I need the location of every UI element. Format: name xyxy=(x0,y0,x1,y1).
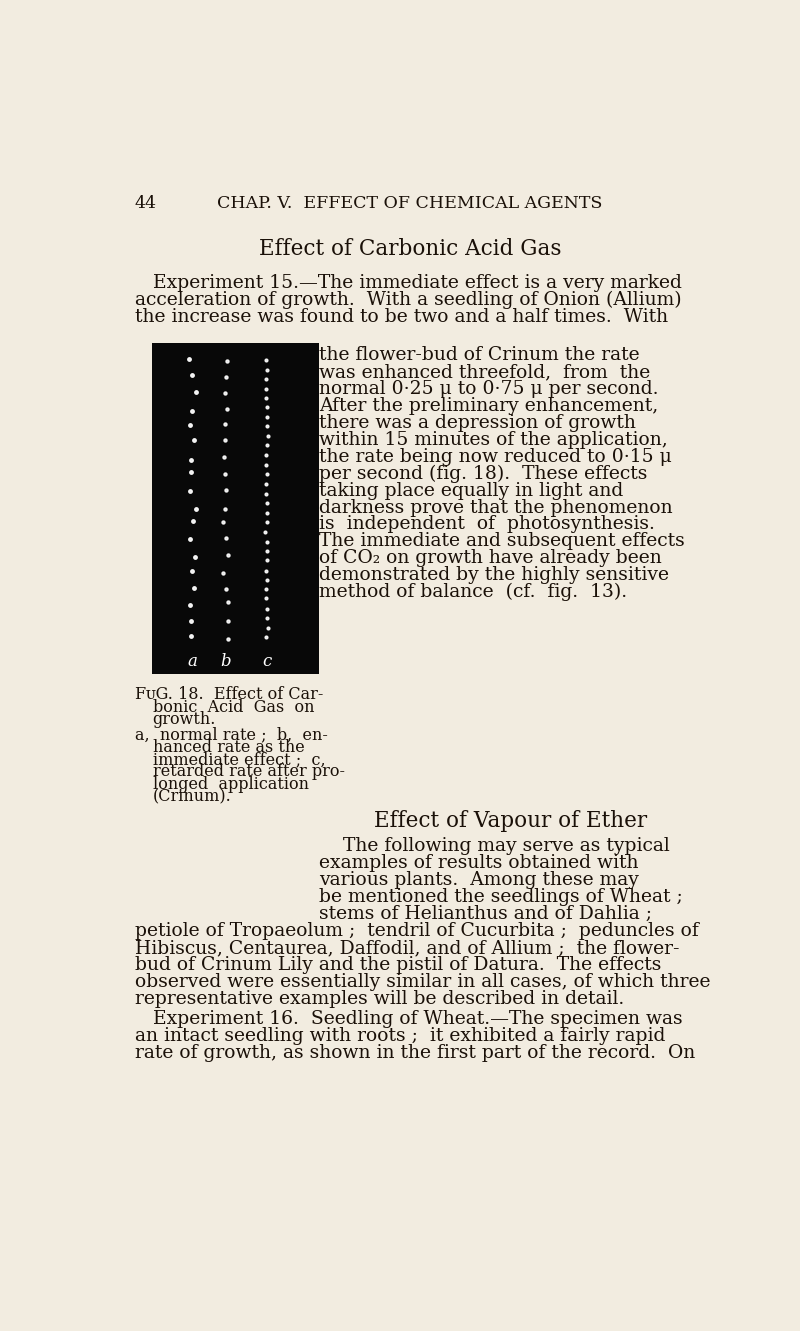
Text: darkness prove that the phenomenon: darkness prove that the phenomenon xyxy=(319,499,673,516)
Text: the flower-bud of Crinum the rate: the flower-bud of Crinum the rate xyxy=(319,346,640,365)
Text: longed  application: longed application xyxy=(153,776,309,793)
Text: The following may serve as typical: The following may serve as typical xyxy=(319,837,670,856)
Text: examples of results obtained with: examples of results obtained with xyxy=(319,855,639,872)
Text: was enhanced threefold,  from  the: was enhanced threefold, from the xyxy=(319,363,650,381)
Text: rate of growth, as shown in the first part of the record.  On: rate of growth, as shown in the first pa… xyxy=(135,1044,695,1062)
Text: method of balance  (cf.  fig.  13).: method of balance (cf. fig. 13). xyxy=(319,583,627,602)
Text: acceleration of growth.  With a seedling of Onion (Allium): acceleration of growth. With a seedling … xyxy=(135,290,682,309)
Text: bud of Crinum Lily and the pistil of Datura.  The effects: bud of Crinum Lily and the pistil of Dat… xyxy=(135,956,662,974)
Text: within 15 minutes of the application,: within 15 minutes of the application, xyxy=(319,431,668,449)
Text: an intact seedling with roots ;  it exhibited a fairly rapid: an intact seedling with roots ; it exhib… xyxy=(135,1026,666,1045)
Bar xyxy=(152,343,318,673)
Text: retarded rate after pro-: retarded rate after pro- xyxy=(153,764,345,780)
Text: is  independent  of  photosynthesis.: is independent of photosynthesis. xyxy=(319,515,655,534)
Text: per second (fig. 18).  These effects: per second (fig. 18). These effects xyxy=(319,465,648,483)
Text: demonstrated by the highly sensitive: demonstrated by the highly sensitive xyxy=(319,566,670,584)
Text: there was a depression of growth: there was a depression of growth xyxy=(319,414,636,431)
Text: Effect of Vapour of Ether: Effect of Vapour of Ether xyxy=(374,809,647,832)
Text: CHAP. V.  EFFECT OF CHEMICAL AGENTS: CHAP. V. EFFECT OF CHEMICAL AGENTS xyxy=(218,196,602,212)
Text: Experiment 16.  Seedling of Wheat.—The specimen was: Experiment 16. Seedling of Wheat.—The sp… xyxy=(153,1010,682,1028)
Text: b: b xyxy=(220,652,231,669)
Text: c: c xyxy=(262,652,271,669)
Text: various plants.  Among these may: various plants. Among these may xyxy=(319,872,639,889)
Text: After the preliminary enhancement,: After the preliminary enhancement, xyxy=(319,397,658,415)
Text: of CO₂ on growth have already been: of CO₂ on growth have already been xyxy=(319,550,662,567)
Text: hanced rate as the: hanced rate as the xyxy=(153,739,305,756)
Text: a: a xyxy=(187,652,197,669)
Text: growth.: growth. xyxy=(153,711,216,728)
Text: (Crinum).: (Crinum). xyxy=(153,788,231,805)
Text: stems of Helianthus and of Dahlia ;: stems of Helianthus and of Dahlia ; xyxy=(319,905,652,924)
Text: the increase was found to be two and a half times.  With: the increase was found to be two and a h… xyxy=(135,307,668,326)
Text: Hibiscus, Centaurea, Daffodil, and of Allium ;  the flower-: Hibiscus, Centaurea, Daffodil, and of Al… xyxy=(135,938,679,957)
Text: FᴜG. 18.  Effect of Car-: FᴜG. 18. Effect of Car- xyxy=(135,687,323,703)
Text: immediate effect ;  c,: immediate effect ; c, xyxy=(153,751,326,768)
Text: The immediate and subsequent effects: The immediate and subsequent effects xyxy=(319,532,685,551)
Text: be mentioned the seedlings of Wheat ;: be mentioned the seedlings of Wheat ; xyxy=(319,888,683,906)
Text: Effect of Carbonic Acid Gas: Effect of Carbonic Acid Gas xyxy=(258,238,562,261)
Text: taking place equally in light and: taking place equally in light and xyxy=(319,482,623,499)
Text: 44: 44 xyxy=(135,196,157,212)
Text: observed were essentially similar in all cases, of which three: observed were essentially similar in all… xyxy=(135,973,710,990)
Text: a,  normal rate ;  b,  en-: a, normal rate ; b, en- xyxy=(135,727,328,744)
Text: bonic  Acid  Gas  on: bonic Acid Gas on xyxy=(153,699,314,716)
Text: the rate being now reduced to 0·15 μ: the rate being now reduced to 0·15 μ xyxy=(319,447,672,466)
Text: normal 0·25 μ to 0·75 μ per second.: normal 0·25 μ to 0·75 μ per second. xyxy=(319,379,659,398)
Text: Experiment 15.—The immediate effect is a very marked: Experiment 15.—The immediate effect is a… xyxy=(153,274,682,291)
Text: petiole of Tropaeolum ;  tendril of Cucurbita ;  peduncles of: petiole of Tropaeolum ; tendril of Cucur… xyxy=(135,922,698,940)
Text: representative examples will be described in detail.: representative examples will be describe… xyxy=(135,990,624,1008)
